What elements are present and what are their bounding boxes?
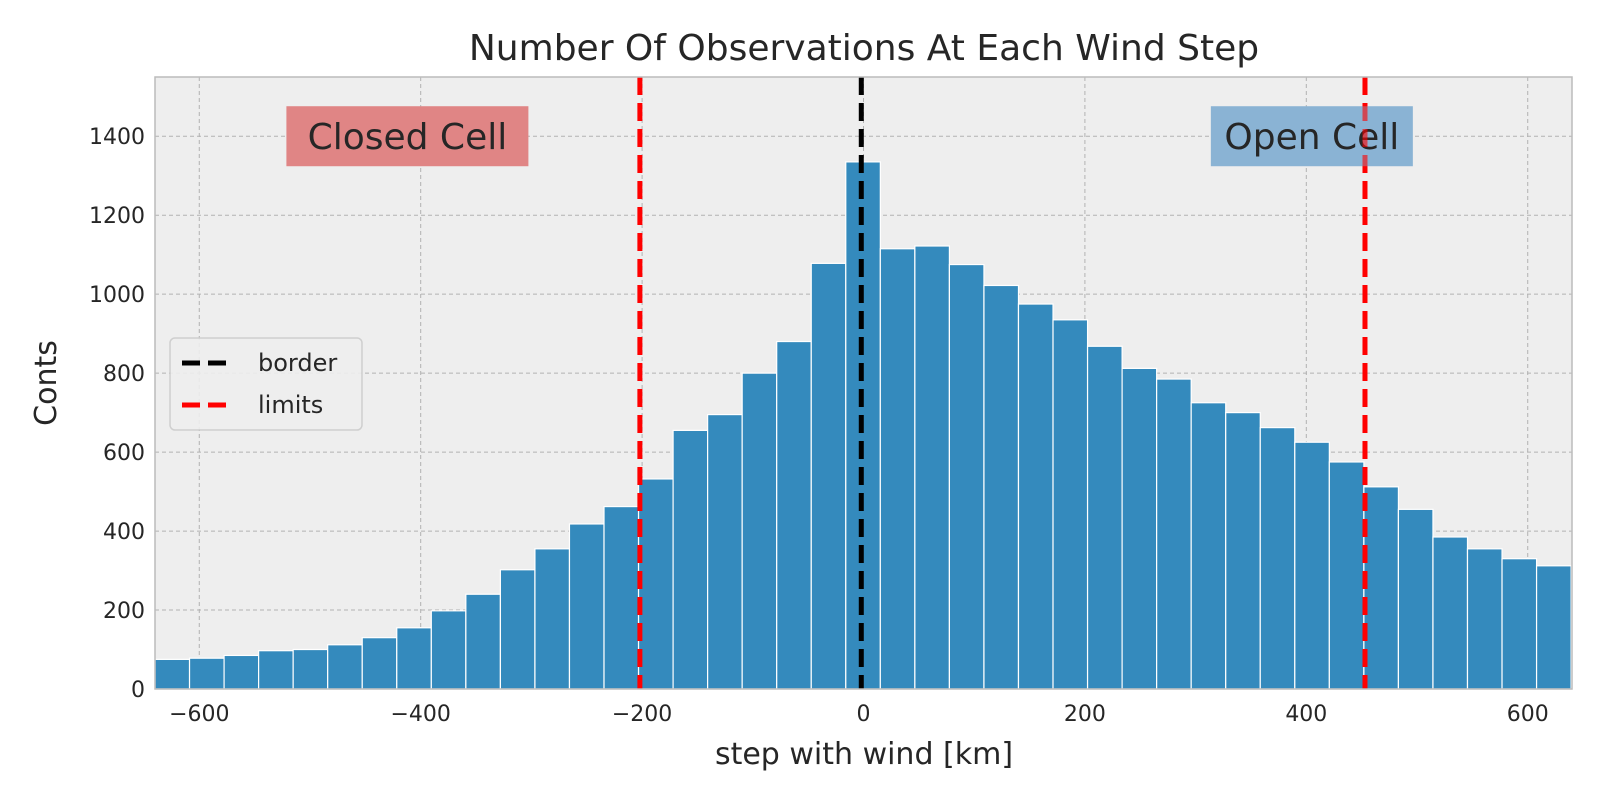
histogram-bar xyxy=(810,262,847,690)
y-tick-label: 800 xyxy=(103,362,145,387)
annotations: Closed Cell Open Cell xyxy=(286,77,1413,167)
x-tick-label: −200 xyxy=(612,702,672,727)
x-tick-label: −400 xyxy=(390,702,450,727)
histogram-bar xyxy=(603,505,640,690)
histogram-bar xyxy=(1156,378,1192,690)
y-tick-labels: 0 200 400 600 800 1000 1200 1400 xyxy=(89,125,145,703)
annotation-box xyxy=(1210,106,1413,167)
histogram-bar xyxy=(361,637,398,690)
x-tick-label: 600 xyxy=(1507,702,1549,727)
annotation-label: Closed Cell xyxy=(308,117,508,158)
histogram-bar xyxy=(568,523,605,690)
histogram-bar xyxy=(1225,412,1261,690)
histogram-bar xyxy=(499,569,536,690)
y-tick-label: 1000 xyxy=(89,283,145,308)
y-tick-label: 0 xyxy=(131,678,145,703)
histogram-bar xyxy=(1052,319,1089,690)
plot-frame xyxy=(154,76,1573,690)
x-tick-label: −600 xyxy=(169,702,229,727)
histogram-bar xyxy=(1121,367,1158,690)
histogram-bar xyxy=(637,478,674,690)
histogram-bar xyxy=(188,657,225,690)
histogram-bar xyxy=(292,648,329,690)
annotation-box xyxy=(286,106,529,167)
legend: border limits xyxy=(169,337,363,431)
histogram-bar xyxy=(1466,548,1503,690)
histogram-bar xyxy=(1397,508,1434,690)
legend-label: border xyxy=(258,349,337,377)
histogram-bar xyxy=(776,340,812,690)
x-tick-labels: −600 −400 −200 0 200 400 600 xyxy=(169,702,1549,727)
annotation-label: Open Cell xyxy=(1224,117,1399,158)
histogram-bar xyxy=(1086,345,1123,690)
histogram-bar xyxy=(672,429,709,690)
histogram-bar xyxy=(258,650,294,690)
x-tick-label: 400 xyxy=(1285,702,1327,727)
histogram-bar xyxy=(1017,303,1054,690)
histogram-bar xyxy=(741,372,778,690)
chart-title: Number Of Observations At Each Wind Step xyxy=(469,28,1259,69)
histogram-bar xyxy=(534,548,571,690)
y-tick-label: 600 xyxy=(103,441,145,466)
histogram-bar xyxy=(914,245,951,690)
histogram-bar xyxy=(707,413,743,690)
histogram-bar xyxy=(948,263,985,690)
histogram-bar xyxy=(1328,461,1365,690)
y-axis-label: Conts xyxy=(29,340,64,426)
x-axis-label: step with wind [km] xyxy=(715,737,1013,772)
histogram-bar xyxy=(1535,565,1572,690)
y-tick-label: 200 xyxy=(103,599,145,624)
x-tick-label: 0 xyxy=(857,702,871,727)
histogram-bar xyxy=(327,644,363,690)
y-tick-label: 1400 xyxy=(89,125,145,150)
legend-label: limits xyxy=(258,391,323,419)
vertical-lines xyxy=(637,77,1368,689)
histogram-bar xyxy=(1501,558,1538,690)
histogram-bar xyxy=(223,654,260,690)
y-tick-label: 1200 xyxy=(89,204,145,229)
y-tick-label: 400 xyxy=(103,520,145,545)
histogram-bar xyxy=(1259,427,1296,690)
histogram-bar xyxy=(1432,536,1469,690)
histogram-bar xyxy=(879,248,916,690)
histogram-bar xyxy=(430,610,467,690)
histogram-bar xyxy=(983,284,1020,690)
histogram-bar xyxy=(465,593,501,690)
histogram-bar xyxy=(396,627,432,690)
histogram-bar xyxy=(154,658,191,690)
histogram-bar xyxy=(1294,441,1330,690)
histogram-bar xyxy=(1363,486,1400,690)
x-tick-label: 200 xyxy=(1064,702,1106,727)
histogram-bar xyxy=(1190,402,1227,690)
